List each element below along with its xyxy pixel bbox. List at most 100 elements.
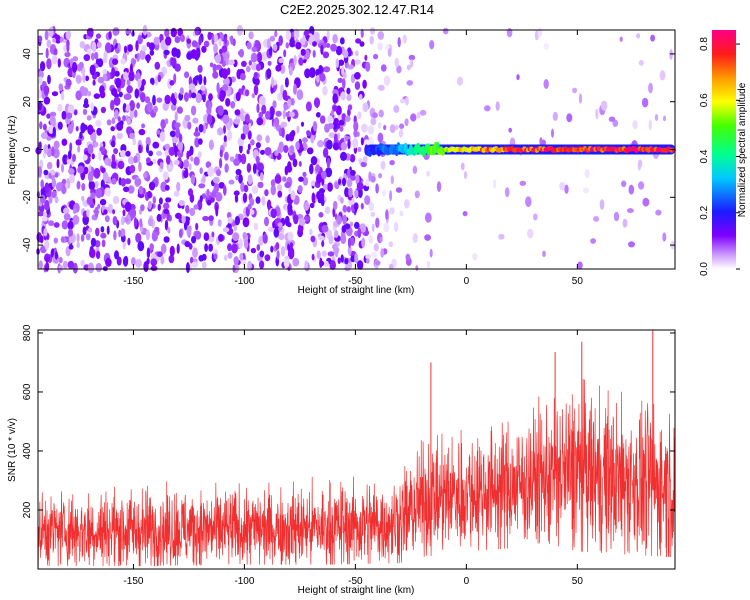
heatmap-cell xyxy=(240,153,247,165)
heatmap-cell xyxy=(89,64,96,76)
heatmap-cell xyxy=(399,123,405,129)
heatmap-cell xyxy=(131,257,136,266)
heatmap-cell xyxy=(247,143,251,151)
heatmap-cell xyxy=(219,91,225,102)
heatmap-cell xyxy=(95,58,101,65)
heatmap-cell xyxy=(332,105,338,111)
heatmap-cell xyxy=(206,188,210,199)
heatmap-cell xyxy=(340,233,347,245)
heatmap-cell xyxy=(264,189,269,197)
heatmap-cell xyxy=(171,47,179,57)
heatmap-cell xyxy=(62,260,68,269)
heatmap-cell xyxy=(309,228,313,236)
heatmap-cell xyxy=(61,184,67,195)
snr-series xyxy=(37,330,676,567)
heatmap-cell xyxy=(216,82,220,93)
heatmap-cell xyxy=(313,97,321,108)
heatmap-cell xyxy=(173,190,180,197)
heatmap-cell xyxy=(248,122,252,129)
heatmap-cell xyxy=(102,68,108,75)
heatmap-cell xyxy=(246,41,252,50)
heatmap-cell xyxy=(378,173,382,179)
heatmap-cell xyxy=(83,54,91,62)
heatmap-cell xyxy=(224,254,228,261)
heatmap-cell xyxy=(340,91,346,101)
heatmap-cell xyxy=(224,35,228,46)
heatmap-cell xyxy=(353,202,359,210)
heatmap-cell xyxy=(87,90,92,97)
heatmap-cell xyxy=(163,208,170,215)
heatmap-cell xyxy=(327,123,335,129)
heatmap-cell xyxy=(354,59,361,65)
heatmap-cell xyxy=(46,39,52,48)
heatmap-cell xyxy=(296,89,304,101)
heatmap-cell xyxy=(245,89,250,97)
heatmap-cell xyxy=(189,256,194,264)
heatmap-cell xyxy=(278,57,285,64)
heatmap-cell xyxy=(95,33,102,39)
heatmap-cell xyxy=(218,38,222,47)
heatmap-cell xyxy=(340,254,344,263)
heatmap-cell xyxy=(260,172,264,181)
heatmap-cell xyxy=(250,139,255,146)
heatmap-cell xyxy=(227,130,233,141)
heatmap-cell xyxy=(282,109,286,120)
heatmap-cell xyxy=(175,127,181,139)
heatmap-cell xyxy=(76,241,80,249)
heatmap-cell xyxy=(566,113,573,123)
heatmap-cell xyxy=(164,143,171,150)
heatmap-cell xyxy=(117,160,125,170)
heatmap-cell xyxy=(90,52,95,61)
heatmap-cell xyxy=(258,95,266,106)
heatmap-cell xyxy=(112,209,116,215)
heatmap-cell xyxy=(101,239,106,248)
heatmap-cell xyxy=(164,28,170,38)
heatmap-cell xyxy=(334,230,339,239)
heatmap-cell xyxy=(217,105,224,116)
heatmap-cell xyxy=(375,217,380,229)
heatmap-cell xyxy=(99,90,106,99)
heatmap-cell xyxy=(108,30,112,40)
heatmap-cell xyxy=(383,75,391,86)
heatmap-cell xyxy=(379,236,383,243)
heatmap-cell xyxy=(357,111,362,119)
heatmap-cell xyxy=(305,101,312,112)
heatmap-cell xyxy=(43,228,48,237)
heatmap-cell xyxy=(192,117,199,124)
heatmap-cell xyxy=(347,237,352,248)
heatmap-cell xyxy=(49,111,57,118)
heatmap-cell xyxy=(140,204,145,212)
heatmap-cell xyxy=(363,139,370,147)
heatmap-cell xyxy=(148,42,155,51)
heatmap-cell xyxy=(215,192,223,202)
heatmap-cell xyxy=(472,253,478,261)
heatmap-cell xyxy=(218,233,224,242)
heatmap-cell xyxy=(37,89,42,99)
heatmap-cell xyxy=(134,53,138,59)
heatmap-cell xyxy=(322,85,328,96)
y-tick-label: 200 xyxy=(22,501,33,518)
heatmap-cell xyxy=(377,84,385,91)
heatmap-cell xyxy=(348,187,353,198)
heatmap-cell xyxy=(328,234,334,245)
colorbar-tick-label: 0.2 xyxy=(699,205,710,219)
heatmap-cell xyxy=(165,197,172,203)
heatmap-cell xyxy=(203,232,210,242)
heatmap-cell xyxy=(543,43,550,50)
heatmap-cell xyxy=(91,41,97,53)
heatmap-cell xyxy=(281,127,285,138)
heatmap-cell xyxy=(79,41,86,49)
heatmap-cell xyxy=(304,260,309,270)
heatmap-cell xyxy=(163,236,170,243)
heatmap-cell xyxy=(275,110,282,117)
y-tick-label: 0 xyxy=(22,146,33,152)
heatmap-cell xyxy=(65,78,72,88)
heatmap-cell xyxy=(298,217,306,226)
heatmap-cell xyxy=(173,147,179,154)
heatmap-cell xyxy=(113,148,119,155)
heatmap-cell xyxy=(46,58,52,70)
heatmap-cell xyxy=(136,102,141,109)
heatmap-cell xyxy=(114,250,119,260)
heatmap-cell xyxy=(85,233,91,241)
